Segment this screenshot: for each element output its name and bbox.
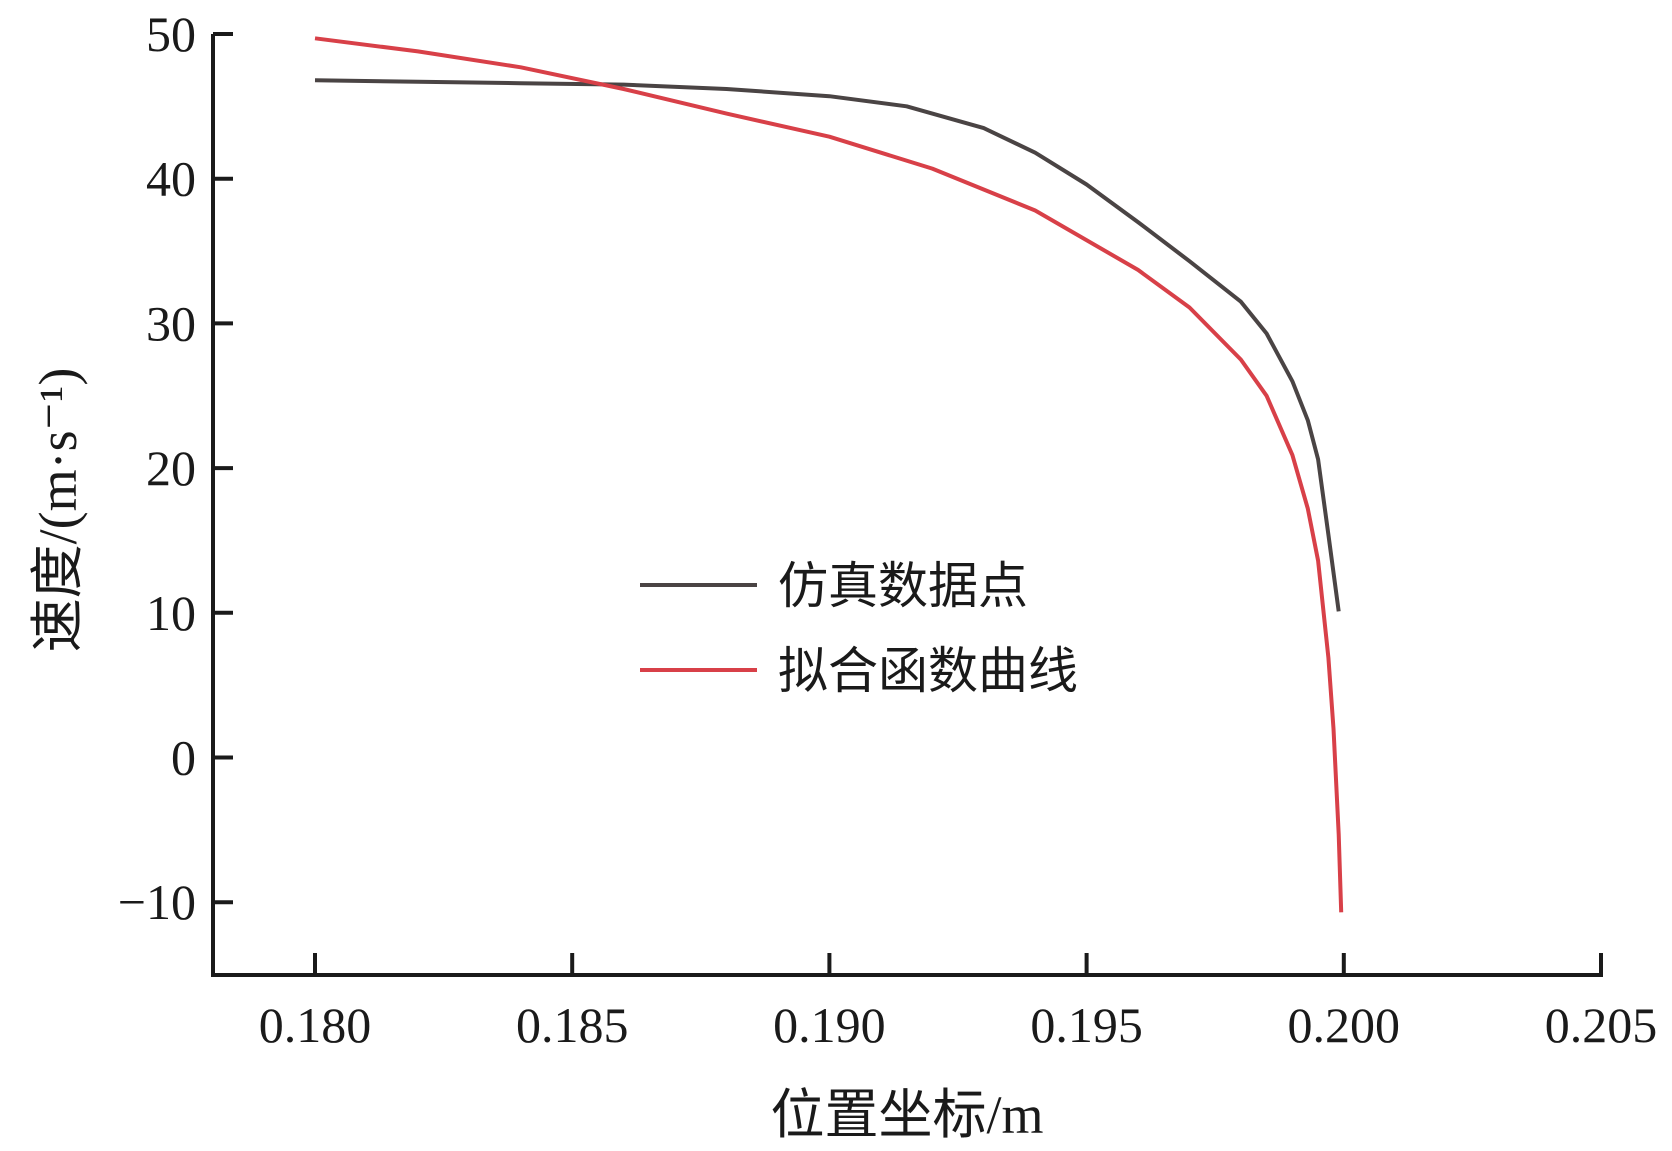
y-tick-label: 0 — [171, 730, 196, 786]
y-tick-label: 10 — [146, 585, 196, 641]
y-ticks: −10 0 10 20 30 40 50 — [118, 6, 233, 930]
x-tick-label: 0.180 — [259, 997, 372, 1053]
y-tick-label: 50 — [146, 6, 196, 62]
y-tick-label: 20 — [146, 440, 196, 496]
x-tick-label: 0.205 — [1545, 997, 1658, 1053]
axes — [211, 34, 1603, 977]
x-tick-label: 0.190 — [773, 997, 886, 1053]
y-tick-label: 40 — [146, 151, 196, 207]
series-lines — [314, 36, 1344, 913]
y-axis-title: 速度/(m·s⁻¹) — [28, 368, 88, 653]
series-line-0 — [314, 78, 1341, 612]
series-line-1 — [314, 36, 1344, 913]
legend-label-0: 仿真数据点 — [778, 557, 1028, 615]
x-ticks: 0.180 0.185 0.190 0.195 0.200 0.205 — [259, 953, 1658, 1053]
legend-label-1: 拟合函数曲线 — [778, 642, 1078, 700]
y-tick-label: 30 — [146, 295, 196, 351]
x-tick-label: 0.200 — [1288, 997, 1401, 1053]
x-axis-title: 位置坐标/m — [770, 1085, 1043, 1145]
x-tick-label: 0.185 — [516, 997, 629, 1053]
x-tick-label: 0.195 — [1030, 997, 1143, 1053]
y-tick-label: −10 — [118, 874, 196, 930]
